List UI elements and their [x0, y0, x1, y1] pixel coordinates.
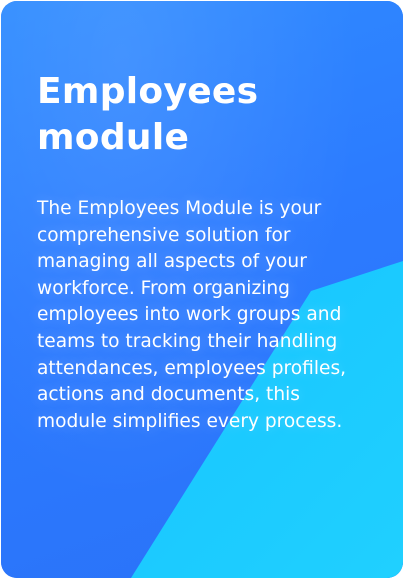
card-title: Employees module [37, 71, 259, 158]
card-description: The Employees Module is your comprehensi… [37, 198, 347, 432]
